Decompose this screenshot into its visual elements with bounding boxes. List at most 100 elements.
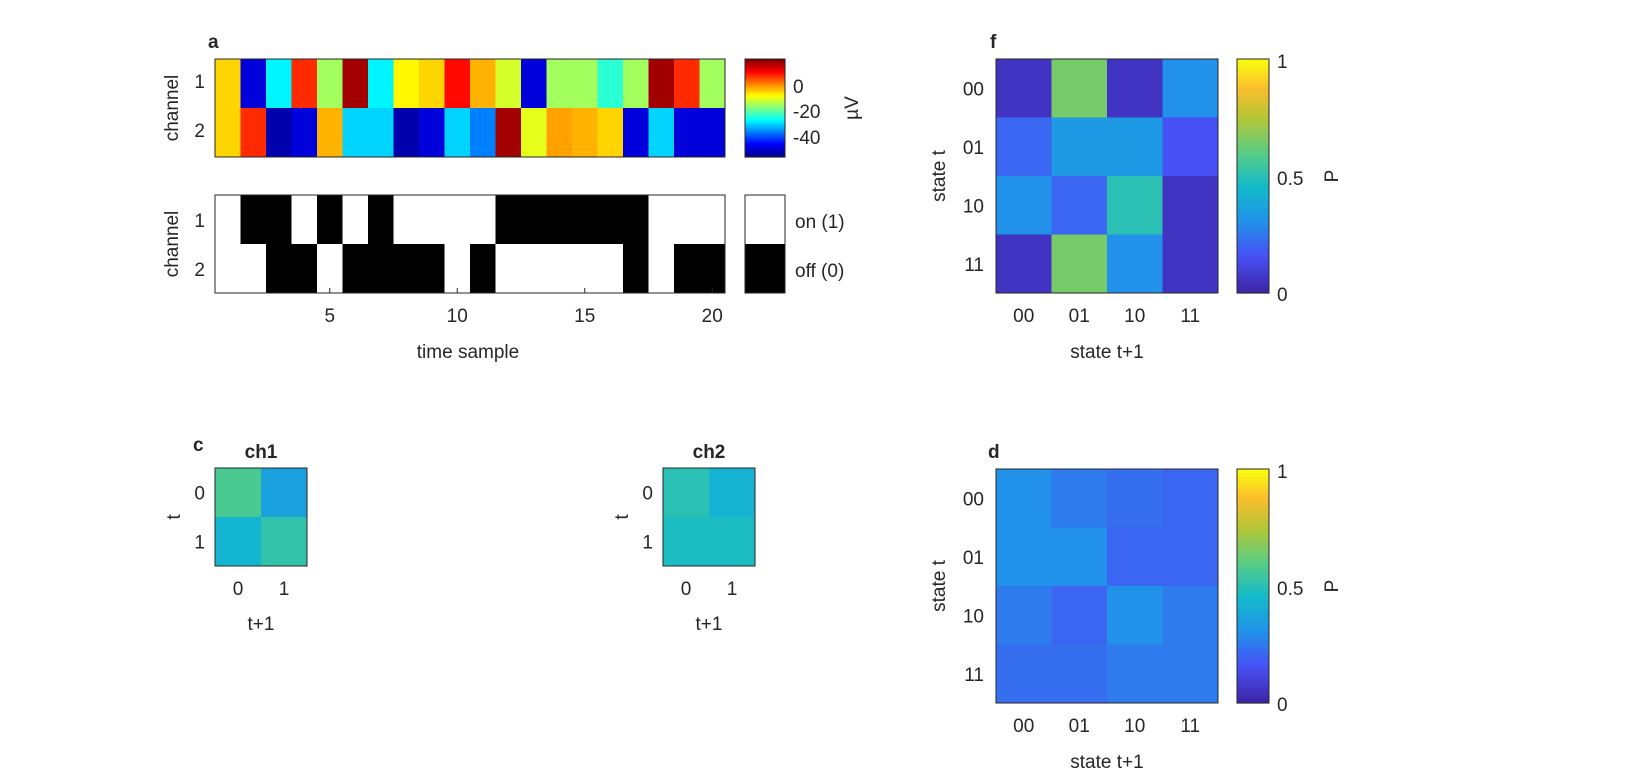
panel-a-colorbar-band-31 [745, 104, 785, 108]
panel-a-cell-r2-c7 [368, 108, 394, 158]
panel-a2-xtick-15: 15 [574, 306, 595, 327]
panel-f-colorbar-band-5 [1237, 73, 1269, 78]
panel-f-xtick-11: 11 [1180, 306, 1200, 327]
panel-d-colorbar-band-29 [1237, 571, 1269, 576]
panel-a-cell-r1-c14 [546, 59, 573, 109]
panel-d-colorbar-band-33 [1237, 586, 1269, 591]
panel-f-cell-r2-c4 [1162, 117, 1219, 177]
panel-a-colorbar-band-59 [745, 147, 785, 150]
panel-ch2-title: ch2 [693, 442, 726, 463]
panel-f-colorbar-band-19 [1237, 124, 1269, 130]
panel-a2-cell-r1-c13 [521, 195, 547, 245]
panel-d-cbar-label: P [1322, 580, 1343, 593]
panel-a2-heatmap-cells [215, 195, 726, 294]
panel-f-colorbar-band-14 [1237, 106, 1269, 111]
panel-f-cell-r4-c3 [1107, 234, 1163, 294]
panel-f-cell-r4-c4 [1162, 234, 1219, 294]
panel-a-cell-r2-c9 [419, 108, 445, 158]
panel-d-colorbar-band-64 [1237, 699, 1269, 704]
panel-d-cell-r2-c3 [1107, 527, 1163, 587]
panel-d-cell-r3-c1 [996, 586, 1052, 645]
panel-a-ytick-1: 1 [194, 72, 205, 93]
panel-a2-cell-r1-c4 [291, 195, 318, 245]
panel-a-heatmap-cells [215, 59, 726, 158]
panel-a-colorbar-band-5 [745, 65, 785, 68]
panel-f-colorbar-band-52 [1237, 245, 1269, 250]
panel-f-colorbar-band-56 [1237, 260, 1269, 265]
panel-ch2-xlabel: t+1 [696, 614, 723, 635]
panel-f-colorbar-band-50 [1237, 238, 1269, 243]
panel-f-colorbar-band-54 [1237, 252, 1269, 258]
panel-f-colorbar-band-10 [1237, 91, 1269, 97]
panel-f-colorbar-band-44 [1237, 216, 1269, 221]
panel-a-colorbar-band-63 [745, 153, 785, 157]
panel-ch2-cell-r1-c1 [663, 468, 710, 518]
panel-a-cell-r2-c11 [470, 108, 496, 158]
panel-d-frame [995, 468, 1219, 704]
panel-d-colorbar-band-21 [1237, 542, 1269, 547]
panel-a-cell-r1-c8 [393, 59, 420, 109]
panel-f-colorbar-band-7 [1237, 80, 1269, 86]
panel-d-cbar-tick-0.5: 0.5 [1277, 579, 1303, 600]
panel-a2-frame [214, 194, 726, 294]
panel-a-cbar-tick-neg40: -40 [793, 128, 820, 149]
panel-a-cell-r1-c15 [572, 59, 598, 109]
panel-a2-cell-r2-c4 [291, 244, 318, 294]
panel-f-colorbar-band-29 [1237, 161, 1269, 166]
panel-c-xtick-1: 1 [279, 579, 290, 600]
panel-letter-a: a [208, 32, 219, 53]
panel-f-xtick-10: 10 [1124, 306, 1145, 327]
panel-a-colorbar-band-19 [745, 86, 785, 89]
panel-d-colorbar-band-14 [1237, 516, 1269, 521]
panel-f-colorbar-band-42 [1237, 208, 1269, 214]
panel-a-colorbar-band-22 [745, 91, 785, 94]
panel-d-cbar-tick-1: 1 [1277, 462, 1288, 483]
panel-f-colorbar: 1 0.5 0 P [1236, 52, 1343, 306]
panel-a-cell-r2-c4 [291, 108, 318, 158]
panel-f-cell-r2-c1 [996, 117, 1052, 177]
panel-a2-cell-r2-c14 [546, 244, 573, 294]
panel-ch2-ytick-1: 1 [642, 533, 653, 554]
panel-a2-cell-r2-c20 [699, 244, 726, 294]
panel-a-colorbar-band-1 [745, 59, 785, 62]
panel-f-colorbar-band-36 [1237, 186, 1269, 192]
panel-a-colorbar-band-41 [745, 120, 785, 123]
panel-a-colorbar-band-17 [745, 83, 785, 86]
panel-d-xticks: 00 01 10 11 [1013, 716, 1200, 737]
panel-d-colorbar-band-13 [1237, 512, 1269, 518]
panel-c-cell-r1-c1 [215, 468, 262, 518]
panel-f-xticks: 00 01 10 11 [1013, 306, 1200, 327]
panel-a-cell-r2-c6 [342, 108, 369, 158]
panel-a2-cell-r1-c10 [444, 195, 471, 245]
panel-f-colorbar-band-20 [1237, 128, 1269, 133]
panel-d-yticks: 00 01 10 11 [963, 489, 984, 686]
panel-a-cell-r2-c5 [317, 108, 343, 158]
panel-a-colorbar-band-24 [745, 94, 785, 97]
panel-f-colorbar-band-15 [1237, 110, 1269, 115]
panel-a: a 1 2 channel 0 -20 -40 µV [162, 32, 863, 158]
panel-f-colorbar-band-40 [1237, 201, 1269, 206]
panel-d-colorbar-band-2 [1237, 472, 1269, 477]
panel-a-cell-r1-c2 [240, 59, 267, 109]
panel-f-colorbar-band-9 [1237, 88, 1269, 93]
panel-a2-xtick-10: 10 [447, 306, 468, 327]
panel-f-colorbar-band-11 [1237, 95, 1269, 100]
panel-a2-cell-r1-c14 [546, 195, 573, 245]
panel-c-frame [214, 467, 308, 567]
panel-d-colorbar-band-48 [1237, 640, 1269, 646]
panel-a2-cell-r1-c8 [393, 195, 420, 245]
panel-a-colorbar-band-11 [745, 74, 785, 77]
panel-a-colorbar-band-33 [745, 108, 785, 111]
panel-a2-cell-r2-c11 [470, 244, 496, 294]
panel-d-colorbar-band-24 [1237, 553, 1269, 558]
panel-a-cell-r2-c13 [521, 108, 547, 158]
panel-a2-cell-r2-c7 [368, 244, 394, 294]
panel-a-cell-r2-c17 [623, 108, 649, 158]
panel-f-colorbar-band-60 [1237, 274, 1269, 279]
panel-d-colorbar-band-39 [1237, 607, 1269, 613]
panel-a-colorbar-band-21 [745, 89, 785, 92]
panel-d-colorbar-frame [1236, 468, 1270, 704]
